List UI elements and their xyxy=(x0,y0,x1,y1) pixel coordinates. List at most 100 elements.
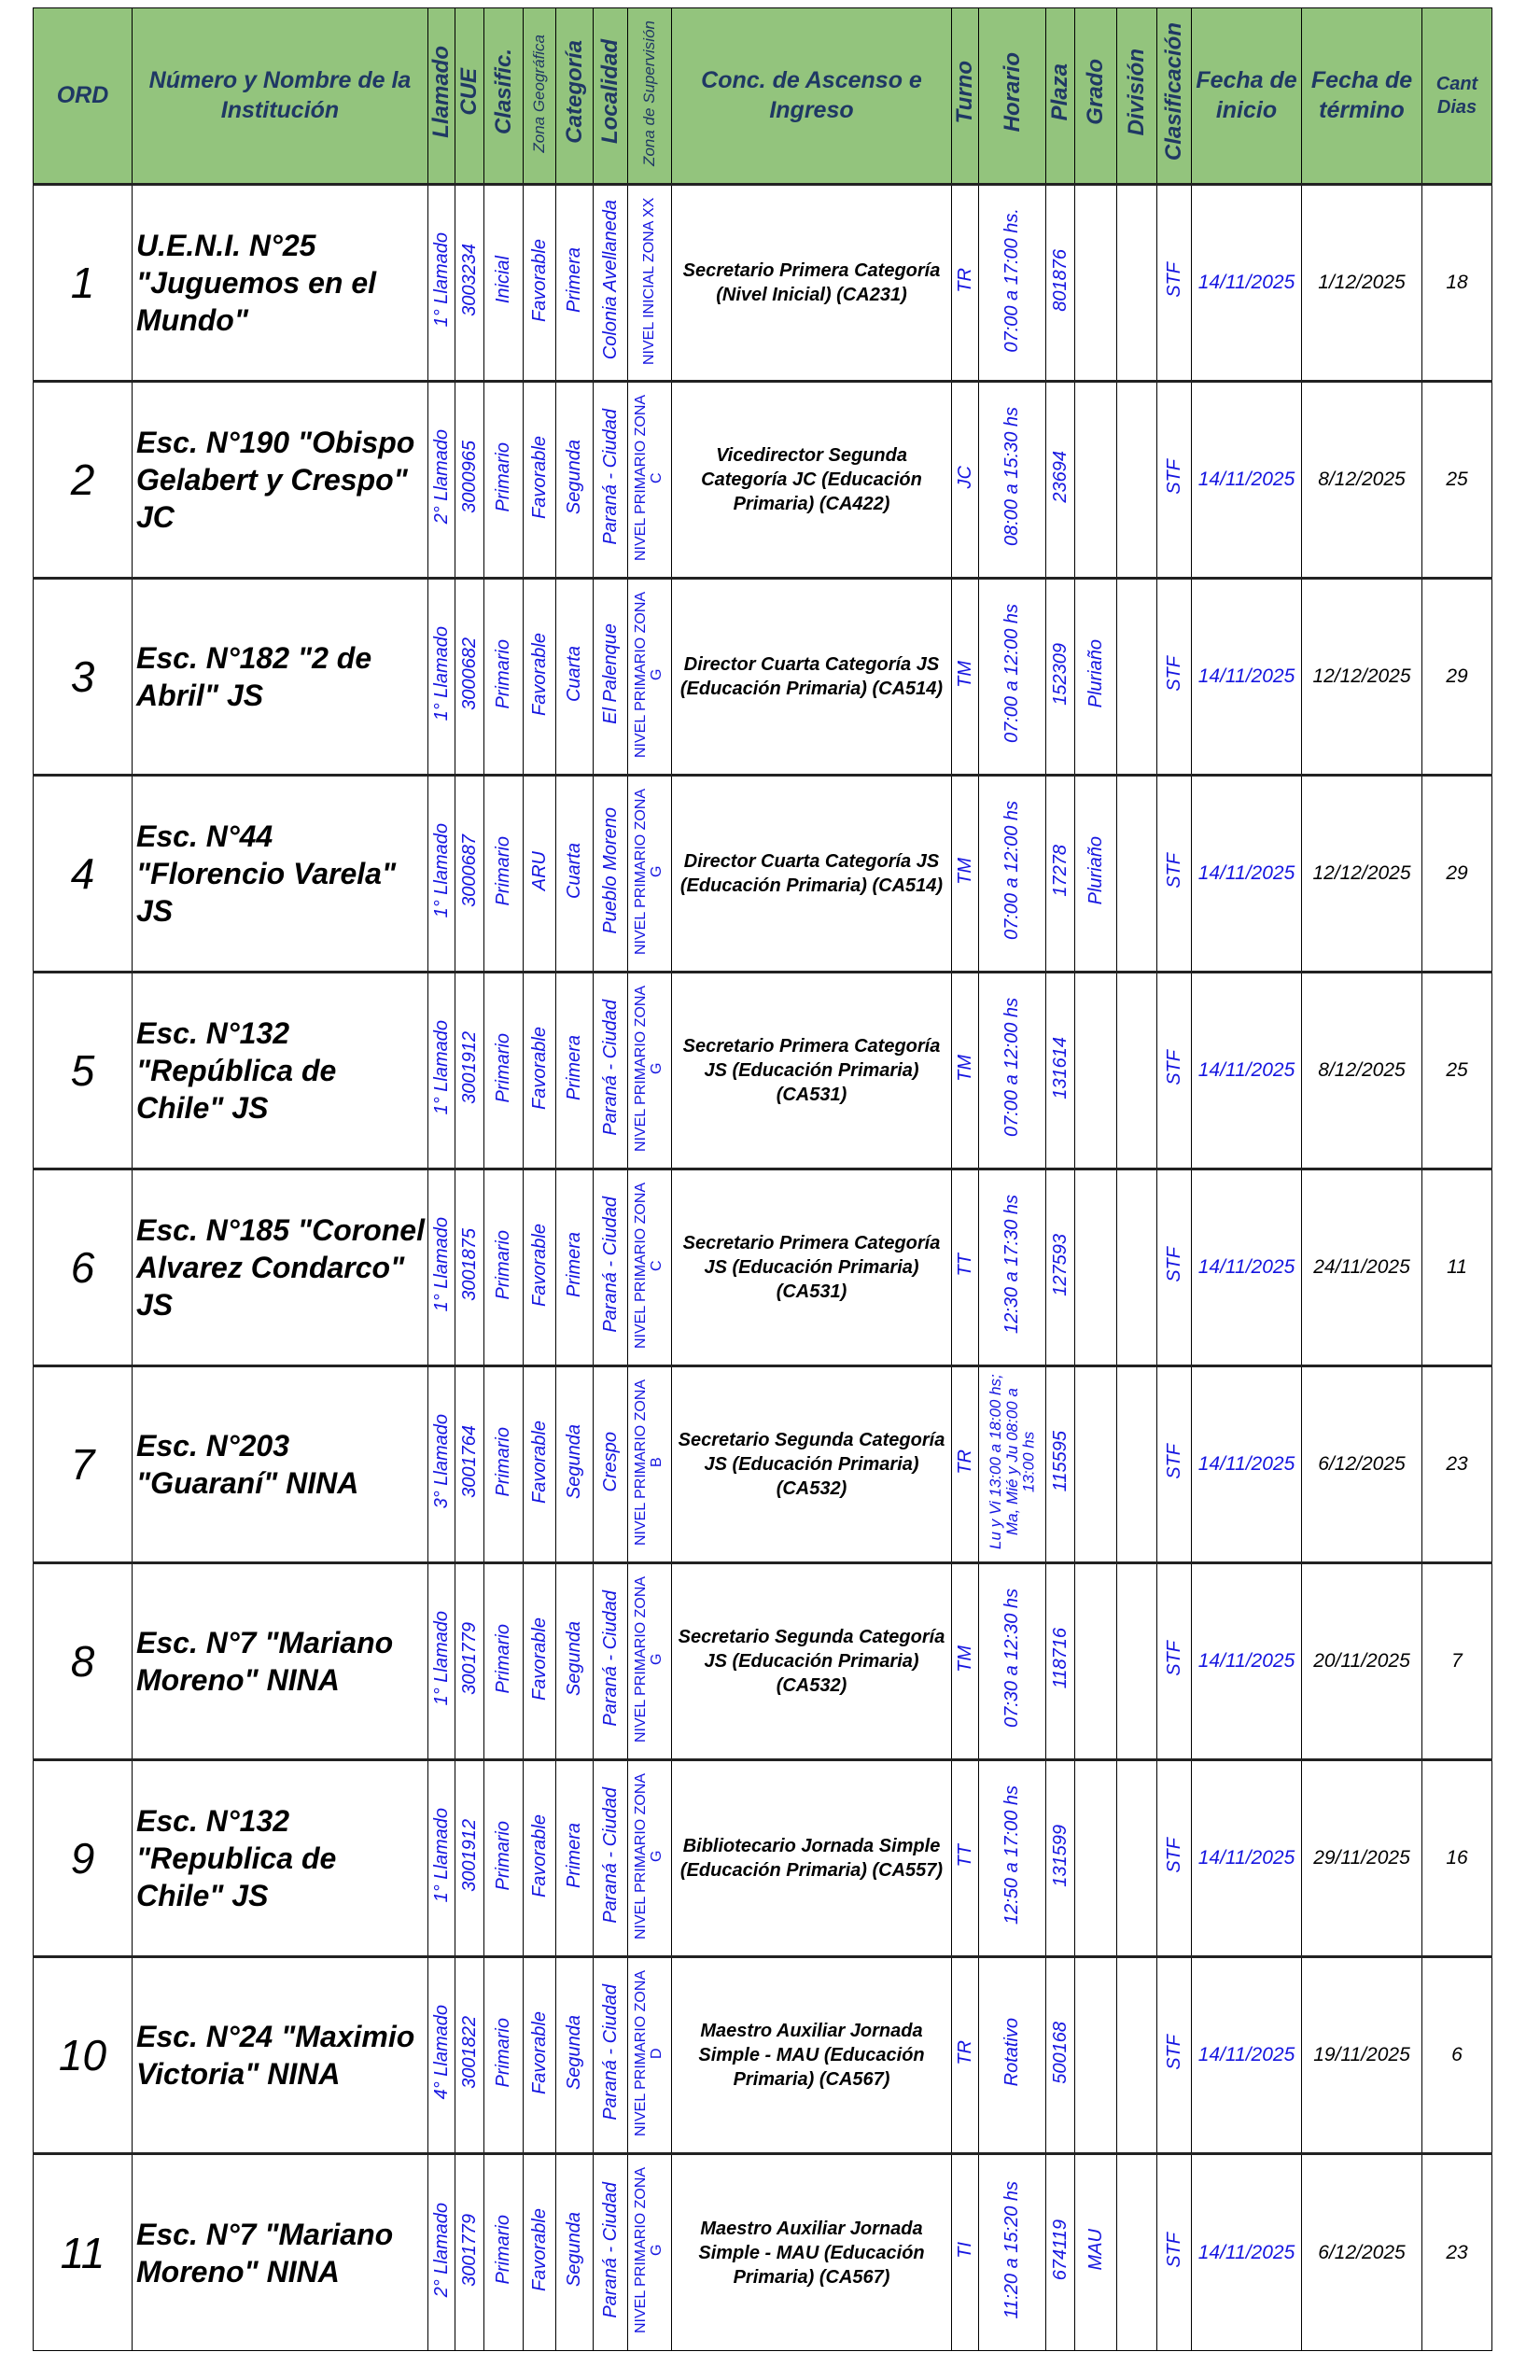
cell-grado xyxy=(1074,1758,1117,1957)
cell-categoria: Segunda xyxy=(555,2152,594,2351)
cell-horario: 07:00 a 17:00 hs. xyxy=(978,183,1046,382)
cell-text: Favorable xyxy=(528,2010,550,2094)
cell-fecha-inicio: 14/11/2025 xyxy=(1191,1955,1302,2154)
cell-text: 3001779 xyxy=(458,1622,480,1695)
cell-text: Favorable xyxy=(528,632,550,716)
cell-ord: 10 xyxy=(33,1955,133,2154)
table-row: 6 Esc. N°185 "Coronel Alvarez Condarco" J… xyxy=(33,1168,1492,1366)
cell-zona-sup: NIVEL PRIMARIO ZONA G xyxy=(627,971,672,1169)
cell-cue: 3003234 xyxy=(455,183,484,382)
cell-zona-geo: Favorable xyxy=(523,577,556,776)
cell-localidad: Paraná - Ciudad xyxy=(593,1758,628,1957)
cell-division xyxy=(1116,1758,1157,1957)
cell-categoria: Segunda xyxy=(555,1365,594,1563)
cell-clasificacion: STF xyxy=(1156,971,1192,1169)
cell-fecha-termino: 19/11/2025 xyxy=(1301,1955,1422,2154)
cell-nombre: Esc. N°44 "Florencio Varela" JS xyxy=(132,774,428,973)
cell-zona-sup: NIVEL PRIMARIO ZONA G xyxy=(627,1561,672,1760)
cell-text: STF xyxy=(1163,1247,1184,1282)
cell-llamado: 4° Llamado xyxy=(427,1955,455,2154)
cell-text: 152309 xyxy=(1049,642,1071,706)
cell-text: TT xyxy=(954,1253,975,1277)
cell-zona-sup: NIVEL PRIMARIO ZONA G xyxy=(627,2152,672,2351)
cell-clasif: Primario xyxy=(483,2152,524,2351)
cell-fecha-termino: 20/11/2025 xyxy=(1301,1561,1422,1760)
cell-nombre: Esc. N°190 "Obispo Gelabert y Crespo" JC xyxy=(132,380,428,579)
cell-text: Primario xyxy=(493,1426,513,1497)
cell-zona-sup: NIVEL PRIMARIO ZONA C xyxy=(627,380,672,579)
cell-categoria: Cuarta xyxy=(555,774,594,973)
cell-text: 12:30 a 17:30 hs xyxy=(1001,1195,1022,1335)
cell-text: Primario xyxy=(493,2215,513,2285)
header-cant-dias: Cant Dias xyxy=(1421,7,1492,185)
cell-text: 3001764 xyxy=(458,1425,480,1498)
cell-fecha-inicio: 14/11/2025 xyxy=(1191,1168,1302,1366)
cell-localidad: Paraná - Ciudad xyxy=(593,1955,628,2154)
header-turno: Turno xyxy=(951,7,979,185)
cell-zona-geo: Favorable xyxy=(523,1955,556,2154)
cell-clasif: Primario xyxy=(483,1365,524,1563)
cell-text: 4° Llamado xyxy=(430,2005,452,2100)
cell-clasificacion: STF xyxy=(1156,2152,1192,2351)
cell-text: 3000965 xyxy=(458,441,480,513)
cell-text: Segunda xyxy=(564,1620,584,1697)
cell-cant-dias: 16 xyxy=(1421,1758,1492,1957)
cell-text: Colonia Avellaneda xyxy=(599,200,621,360)
header-zona-geo: Zona Geográfica xyxy=(523,7,556,185)
cell-zona-sup: NIVEL INICIAL ZONA XX xyxy=(627,183,672,382)
cell-turno: TR xyxy=(951,183,979,382)
cell-clasif: Primario xyxy=(483,971,524,1169)
cell-text: 3001779 xyxy=(458,2213,480,2287)
cell-text: Favorable xyxy=(528,238,550,322)
cell-text: NIVEL PRIMARIO ZONA C xyxy=(633,1182,665,1349)
cell-clasificacion: STF xyxy=(1156,380,1192,579)
header-clasif: Clasific. xyxy=(483,7,524,185)
cell-localidad: Paraná - Ciudad xyxy=(593,380,628,579)
cell-text: STF xyxy=(1163,1641,1184,1676)
cell-fecha-inicio: 14/11/2025 xyxy=(1191,2152,1302,2351)
cell-text: Paraná - Ciudad xyxy=(599,1000,621,1136)
cell-cue: 3000965 xyxy=(455,380,484,579)
cell-clasif: Inicial xyxy=(483,183,524,382)
cell-conc: Director Cuarta Categoría JS (Educación … xyxy=(671,774,952,973)
cell-clasificacion: STF xyxy=(1156,1758,1192,1957)
cell-clasif: Primario xyxy=(483,380,524,579)
cell-plaza: 131614 xyxy=(1045,971,1075,1169)
cell-text: Favorable xyxy=(528,2208,550,2291)
cell-fecha-termino: 6/12/2025 xyxy=(1301,1365,1422,1563)
cell-text: 1° Llamado xyxy=(430,823,452,918)
cell-ord: 4 xyxy=(33,774,133,973)
cell-ord: 2 xyxy=(33,380,133,579)
table-row: 8 Esc. N°7 "Mariano Moreno" NINA 1° Llamad… xyxy=(33,1561,1492,1760)
table-row: 1 U.E.N.I. N°25 "Juguemos en el Mundo" 1° … xyxy=(33,183,1492,382)
cell-plaza: 131599 xyxy=(1045,1758,1075,1957)
cell-zona-sup: NIVEL PRIMARIO ZONA C xyxy=(627,1168,672,1366)
cell-localidad: Crespo xyxy=(593,1365,628,1563)
cell-division xyxy=(1116,971,1157,1169)
cell-fecha-termino: 12/12/2025 xyxy=(1301,774,1422,973)
cell-cue: 3001822 xyxy=(455,1955,484,2154)
cell-text: TT xyxy=(954,1843,975,1868)
cell-text: Favorable xyxy=(528,435,550,519)
header-conc: Conc. de Ascenso e Ingreso xyxy=(671,7,952,185)
cell-localidad: Paraná - Ciudad xyxy=(593,2152,628,2351)
cell-grado xyxy=(1074,971,1117,1169)
cell-llamado: 1° Llamado xyxy=(427,774,455,973)
cell-text: NIVEL PRIMARIO ZONA C xyxy=(633,394,665,561)
cell-text: 131614 xyxy=(1049,1036,1071,1099)
cell-localidad: Paraná - Ciudad xyxy=(593,1168,628,1366)
cell-text: 1° Llamado xyxy=(430,1217,452,1312)
cell-categoria: Segunda xyxy=(555,1955,594,2154)
cell-cant-dias: 29 xyxy=(1421,577,1492,776)
cell-turno: TT xyxy=(951,1168,979,1366)
cell-turno: JC xyxy=(951,380,979,579)
cell-llamado: 1° Llamado xyxy=(427,1561,455,1760)
cell-conc: Bibliotecario Jornada Simple (Educación … xyxy=(671,1758,952,1957)
cell-text: Paraná - Ciudad xyxy=(599,1984,621,2121)
cell-turno: TM xyxy=(951,774,979,973)
cell-text: 07:00 a 12:00 hs xyxy=(1001,604,1022,744)
cell-zona-geo: Favorable xyxy=(523,971,556,1169)
cell-grado xyxy=(1074,380,1117,579)
cell-localidad: Pueblo Moreno xyxy=(593,774,628,973)
cell-cue: 3001912 xyxy=(455,1758,484,1957)
